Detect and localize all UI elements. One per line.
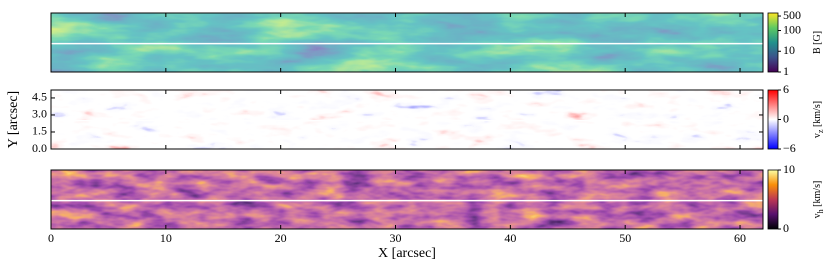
colorbar-tick-label: 1 [783,64,789,78]
x-tick-label: 20 [275,231,287,245]
x-axis-label: X [arcsec] [378,246,436,261]
colorbar-tick-label: 500 [783,8,801,22]
colorbar [767,169,779,230]
colorbar-label: vz [km/s] [812,101,825,138]
x-tick-label: 40 [504,231,516,245]
colorbar [767,89,779,150]
colorbar-label-unit: [km/s] [812,181,823,210]
map-image [51,90,763,149]
map-image [51,170,763,229]
axes-frame [50,89,764,150]
y-axis-label: Y [arcsec] [6,91,21,148]
colorbar-label-unit: [km/s] [812,101,823,130]
x-tick-label: 0 [48,231,54,245]
colorbar-tick-label: 100 [783,22,801,36]
colorbar-tick-label: 10 [783,162,795,176]
x-tick-label: 50 [619,231,631,245]
colorbar-label-sub: h [816,209,825,213]
colorbar-tick-label: −6 [783,141,796,155]
y-tick-label: 1.5 [32,124,47,138]
colorbar-label-text: B [G] [812,31,823,54]
colorbar-label-sub: z [816,129,825,133]
colorbar-label: vh [km/s] [812,181,825,219]
x-tick-label: 10 [160,231,172,245]
y-tick-label: 0.0 [32,141,47,155]
colorbar [767,12,779,73]
colorbar-tick-label: 6 [783,82,789,96]
x-tick-label: 30 [390,231,402,245]
map-image [51,13,763,72]
axes-frame [50,169,764,230]
axes-frame [50,12,764,73]
colorbar-label: B [G] [812,31,823,54]
colorbar-label-text: v [812,213,823,218]
colorbar-tick-label: 0 [783,111,789,125]
colorbar-tick-label: 0 [783,221,789,235]
y-tick-label: 4.5 [32,90,47,104]
colorbar-tick-label: 10 [783,43,795,57]
x-tick-label: 60 [734,231,746,245]
y-tick-label: 3.0 [32,107,47,121]
colorbar-label-text: v [812,133,823,138]
